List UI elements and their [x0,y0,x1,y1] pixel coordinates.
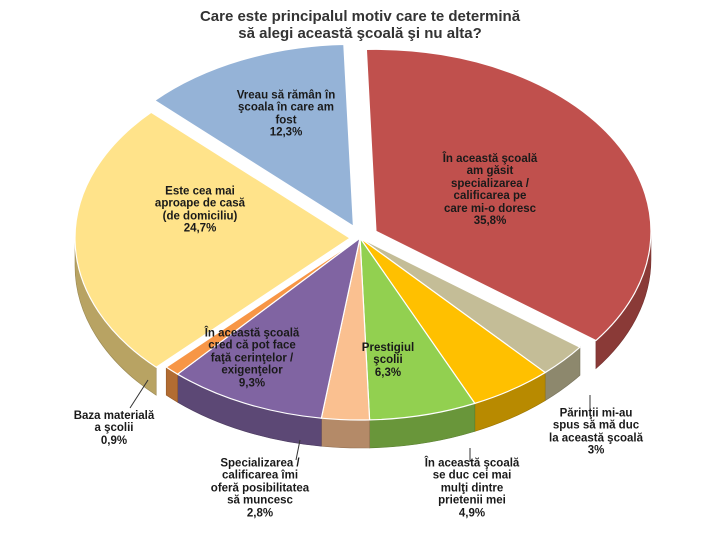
chart-title: Care este principalul motiv care te dete… [199,8,521,42]
slice-value-text: 0,9% [100,434,128,447]
leader-line [129,379,149,409]
slice-label-raman: Vreau să rămân în şcoala în care am fost… [237,77,335,152]
pie-top-layer [74,43,652,421]
slice-value-text: 6,3% [374,366,402,379]
pie-slice [165,237,361,375]
slice-label-text: Specializarea / calificarea îmi oferă po… [210,456,310,507]
slice-label-specializare: În această şcoală am găsit specializarea… [443,140,538,240]
slice-label-text: Vreau să rămân în şcoala în care am fost [236,89,336,126]
slice-label-text: În această şcoală am găsit specializarea… [442,152,538,215]
pie-slice [153,43,355,228]
slice-label-baza-materiala: Baza materială a şcolii 0,9% [74,397,155,460]
slice-label-text: Baza materială a şcolii [73,409,155,434]
slice-value-text: 2,8% [246,506,274,519]
slice-value-text: 3% [587,444,605,457]
slice-label-cerinte: În această şcoală cred că pot face faţă … [205,314,300,402]
slice-value-text: 12,3% [269,126,303,139]
pie-slice [365,48,652,342]
slice-value-text: 35,8% [473,215,507,227]
slice-label-parinti: Părinţii mi-au spus să mă duc la această… [549,395,643,470]
slice-label-text: Prestigiul şcolii [361,341,415,366]
slice-label-text: În această şcoală se duc cei mai mulţi d… [424,456,520,507]
pie-slice [74,111,352,368]
slice-value-text: 24,7% [183,222,217,235]
slice-label-aproape: Este cea mai aproape de casă (de domicil… [155,173,245,248]
leader-line [295,439,301,461]
slice-label-text: Părinţii mi-au spus să mă duc la această… [549,407,643,444]
slice-label-munca: Specializarea / calificarea îmi oferă po… [211,444,309,532]
pie-slice [176,236,361,419]
slice-label-text: Este cea mai aproape de casă (de domicil… [154,185,246,222]
pie-slice-side [321,417,370,449]
slice-label-text: În această şcoală cred că pot face faţă … [204,326,300,377]
slice-value-text: 9,3% [238,376,266,389]
slice-value-text: 4,9% [458,506,486,519]
slice-label-prieteni: În această şcoală se duc cei mai mulţi d… [425,444,520,532]
slice-label-prestigiu: Prestigiul şcolii 6,3% [362,329,414,392]
